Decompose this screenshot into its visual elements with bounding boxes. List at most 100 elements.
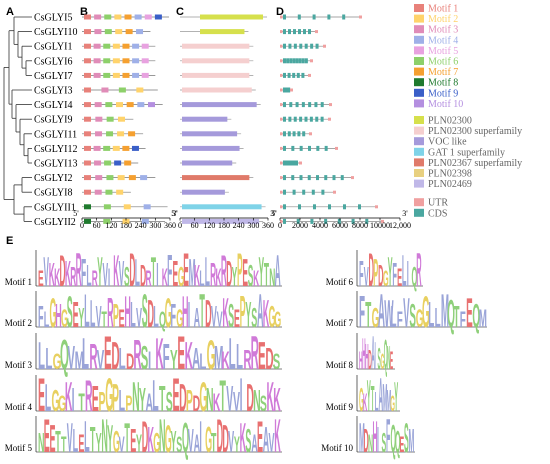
- legend-swatch: [414, 158, 424, 167]
- logo-letter: T: [159, 378, 165, 419]
- motif-box: [84, 102, 91, 108]
- motif-box: [141, 72, 149, 78]
- logo-letter: D: [217, 410, 224, 463]
- logo-letter: D: [142, 412, 149, 462]
- axis-end-label: 3': [402, 209, 408, 218]
- cds-box: [297, 131, 301, 137]
- utr-box: [375, 205, 378, 209]
- logo-letter: E: [234, 306, 240, 334]
- logo-letter: A: [379, 370, 383, 422]
- legend-label: UTR: [428, 198, 448, 209]
- utr-box: [280, 103, 283, 107]
- logo-letter: V: [233, 387, 240, 417]
- logo-letter: S: [141, 340, 149, 377]
- motif-box: [123, 204, 131, 210]
- logo-letter: G: [274, 306, 281, 332]
- logo-letter: W: [384, 293, 393, 337]
- logo-letter: L: [119, 341, 126, 375]
- motif-logo: Motif 9 G K Y T L A MMG Y: [326, 370, 400, 422]
- logo-letter: K: [240, 416, 247, 462]
- logo-letter: E: [172, 370, 179, 422]
- axis-tick-label: 120: [203, 221, 215, 230]
- motif-box: [101, 87, 109, 93]
- motif-box: [141, 218, 149, 224]
- axis-tick-label: 120: [105, 221, 117, 230]
- legend-swatch: [414, 137, 424, 146]
- cds-box: [285, 160, 288, 166]
- logo-letter: M: [359, 416, 365, 462]
- logo-letter: G: [199, 374, 207, 421]
- motif-box: [104, 29, 112, 35]
- cds-box: [298, 204, 301, 210]
- legend-label: Motif 2: [428, 14, 458, 25]
- cds-box: [343, 204, 346, 210]
- motif-box: [84, 160, 91, 166]
- logo-letter: T: [101, 306, 107, 332]
- motif-box: [93, 58, 101, 64]
- logo-letter: K: [185, 335, 193, 378]
- utr-box: [329, 103, 332, 107]
- motif-box: [93, 145, 101, 151]
- domain-box: [182, 145, 240, 151]
- logo-letter: I: [148, 347, 151, 375]
- motif-logo-label: Motif 9: [326, 402, 354, 412]
- cds-box: [315, 43, 319, 49]
- utr-box: [280, 219, 283, 223]
- logo-letter: R: [76, 244, 82, 297]
- logo-letter: D: [129, 244, 135, 297]
- motif-box: [95, 131, 103, 137]
- logo-letter: A: [192, 341, 200, 375]
- legend-label: Motif 4: [428, 35, 458, 46]
- cds-box: [293, 43, 297, 49]
- cds-box: [283, 72, 286, 78]
- logo-letter: D: [205, 291, 212, 335]
- motif-box: [93, 43, 101, 49]
- logo-letter: K: [162, 263, 168, 291]
- logo-letter: L: [130, 294, 136, 335]
- legend-label: Motif 5: [428, 46, 458, 57]
- cds-box: [296, 218, 300, 224]
- logo-letter: R: [416, 244, 421, 297]
- utr-box: [280, 30, 283, 34]
- logo-letter: Q: [472, 299, 480, 336]
- cds-box: [358, 204, 361, 210]
- cds-box: [299, 175, 303, 181]
- logo-letter: K: [155, 329, 163, 378]
- motif-box: [136, 87, 144, 93]
- motif-box: [103, 204, 111, 210]
- motif-logo-label: Motif 4: [5, 402, 33, 412]
- logo-letter: E: [38, 266, 44, 291]
- logo-letter: S: [245, 423, 251, 460]
- gene-label: CsGLYI4: [34, 100, 72, 111]
- motif-box: [84, 43, 91, 49]
- logo-letter: Y: [96, 428, 102, 459]
- cds-box: [283, 131, 286, 137]
- logo-letter: E: [73, 294, 79, 335]
- cds-box: [320, 116, 324, 122]
- logo-letter: L: [435, 303, 441, 334]
- motif-logo: Motif 10 MD N H I S F Q Q E S M: [321, 410, 415, 463]
- logo-letter: D: [246, 377, 254, 421]
- axis-tick-label: 360: [164, 221, 176, 230]
- logo-letter: E: [258, 335, 266, 378]
- logo-letter: R: [133, 332, 141, 378]
- gene-labels: CsGLYI5 CsGLYI10 CsGLYI1 CsGLYI6 CsGLYI7 CsGL…: [34, 13, 77, 228]
- motif-box: [141, 58, 149, 64]
- legend-swatch: [414, 147, 424, 156]
- cds-box: [283, 116, 286, 122]
- cds-box: [332, 175, 336, 181]
- logo-letter: T: [454, 299, 460, 334]
- logo-letter: N: [368, 429, 373, 458]
- logo-letter: M: [382, 376, 387, 419]
- cds-box: [301, 58, 305, 64]
- cds-box: [298, 29, 301, 35]
- legend-label: GAT 1 superfamily: [428, 147, 505, 158]
- logo-letter: V: [96, 298, 102, 333]
- logo-letter: R: [89, 337, 97, 377]
- motif-box: [112, 72, 120, 78]
- logo-letter: V: [67, 340, 75, 377]
- cds-box: [310, 218, 314, 224]
- cds-box: [327, 14, 331, 20]
- gene-label: CsGLYI11: [34, 129, 77, 140]
- cds-box: [299, 43, 303, 49]
